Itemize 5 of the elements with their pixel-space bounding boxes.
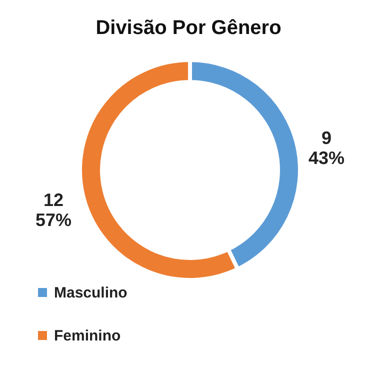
data-label: 9 43% <box>308 128 345 168</box>
chart-title: Divisão Por Gênero <box>96 17 282 39</box>
legend-label: Masculino <box>54 284 128 302</box>
legend-label: Feminino <box>54 328 121 344</box>
data-label: 12 57% <box>35 190 72 230</box>
